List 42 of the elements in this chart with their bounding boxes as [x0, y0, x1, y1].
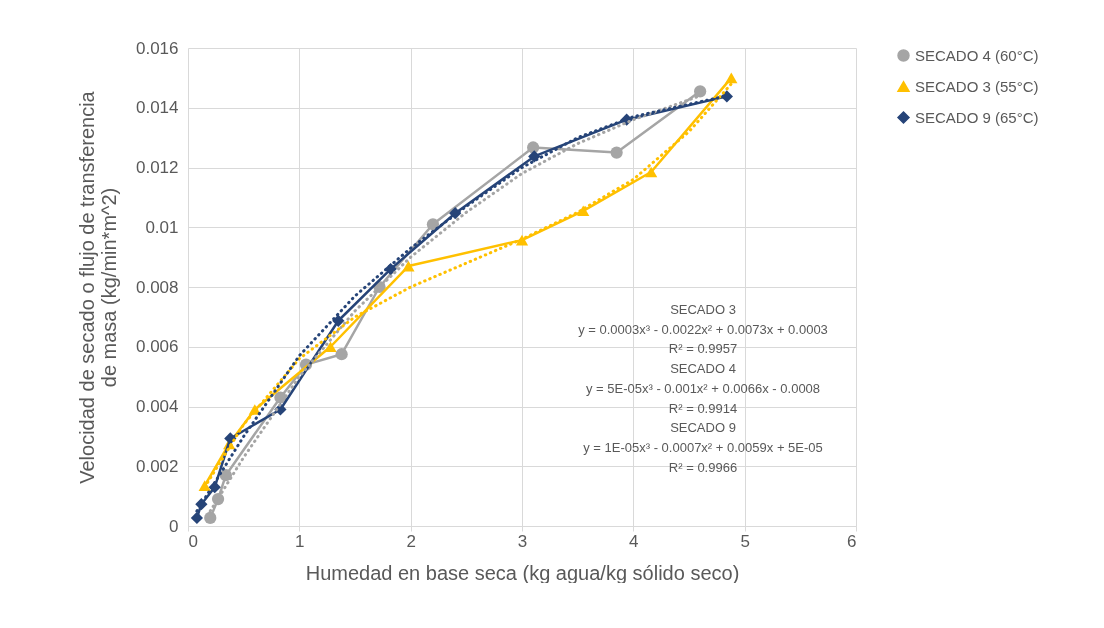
y-tick-label: 0.002	[135, 456, 179, 476]
y-tick-label: 0.01	[145, 217, 179, 237]
x-axis-title: Humedad en base seca (kg agua/kg sólido seco)	[305, 561, 740, 584]
point	[324, 341, 337, 353]
annotation: R² = 0.9957	[668, 341, 738, 357]
annotation: y = 0.0003x³ - 0.0022x² + 0.0073x + 0.0003	[578, 321, 828, 337]
point	[527, 141, 540, 154]
x-tick-label: 1	[295, 531, 305, 551]
legend-label: SECADO 3 (55°C)	[915, 77, 1039, 95]
point	[645, 166, 658, 178]
y-axis-title: Velocidad de secado o flujo de transferencia de masa (kg/min*m^2)	[75, 90, 120, 484]
legend-label: SECADO 4 (60°C)	[915, 46, 1039, 64]
annotation: y = 5E-05x³ - 0.001x² + 0.0066x - 0.0008	[585, 380, 821, 396]
point	[190, 511, 204, 525]
y-tick-label: 0	[169, 516, 179, 536]
y-tick-label: 0.016	[135, 38, 179, 58]
point	[610, 146, 623, 159]
point	[402, 260, 415, 272]
y-tick-label: 0.012	[135, 158, 179, 177]
annotation: y = 1E-05x³ - 0.0007x² + 0.0059x + 5E-05	[583, 439, 823, 455]
point	[332, 314, 345, 327]
point	[725, 72, 738, 84]
y-tick-label: 0.006	[135, 337, 179, 357]
annotation: SECADO 9	[670, 420, 736, 436]
x-tick-label: 6	[847, 531, 857, 551]
y-tick-label: 0.014	[135, 98, 179, 118]
y-tick-label: 0.008	[135, 277, 179, 297]
annotation: SECADO 3	[670, 302, 736, 317]
x-tick-label: 2	[406, 531, 416, 551]
x-tick-label: 3	[517, 531, 528, 551]
point	[204, 511, 217, 525]
annotation: R² = 0.9966	[668, 459, 738, 475]
x-tick-label: 5	[740, 531, 750, 551]
point	[335, 348, 348, 361]
legend-label: SECADO 9 (65°C)	[915, 108, 1039, 126]
point	[694, 85, 707, 98]
annotation: R² = 0.9914	[668, 400, 738, 416]
annotation: SECADO 4	[670, 361, 736, 377]
point	[426, 218, 440, 231]
x-tick-label: 0	[188, 531, 198, 551]
y-tick-label: 0.004	[135, 397, 179, 416]
x-tick-label: 4	[629, 531, 639, 551]
